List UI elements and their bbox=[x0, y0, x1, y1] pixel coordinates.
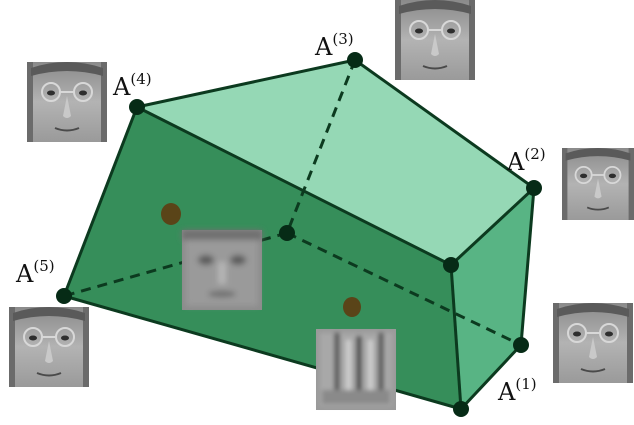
interior-point-right bbox=[343, 297, 361, 317]
visible-edges bbox=[62, 58, 536, 411]
face-photo-a4 bbox=[27, 62, 107, 142]
blurred-face-patch-1 bbox=[182, 230, 262, 310]
label-a2: A(2) bbox=[506, 145, 546, 176]
face-photo-a3 bbox=[395, 0, 475, 80]
label-a5: A(5) bbox=[15, 257, 55, 288]
vertex-a1 bbox=[453, 401, 469, 417]
vertex-a3-back bbox=[279, 225, 295, 241]
side-face bbox=[451, 188, 534, 409]
top-face bbox=[137, 60, 534, 265]
interior-point-left bbox=[161, 203, 181, 225]
vertices bbox=[56, 52, 542, 417]
vertex-a2 bbox=[526, 180, 542, 196]
blurred-face-patch-2 bbox=[316, 329, 396, 410]
vertex-a2-front bbox=[443, 257, 459, 273]
vertex-a4 bbox=[129, 99, 145, 115]
face-photo-a2 bbox=[562, 147, 634, 221]
label-a1: A(1) bbox=[497, 375, 537, 406]
vertex-a1-back bbox=[513, 337, 529, 353]
face-photo-a1 bbox=[553, 303, 633, 383]
vertex-a3 bbox=[347, 52, 363, 68]
label-a4: A(4) bbox=[112, 70, 152, 101]
vertex-a5 bbox=[56, 288, 72, 304]
face-photo-a5 bbox=[8, 307, 90, 387]
label-a3: A(3) bbox=[314, 30, 354, 61]
